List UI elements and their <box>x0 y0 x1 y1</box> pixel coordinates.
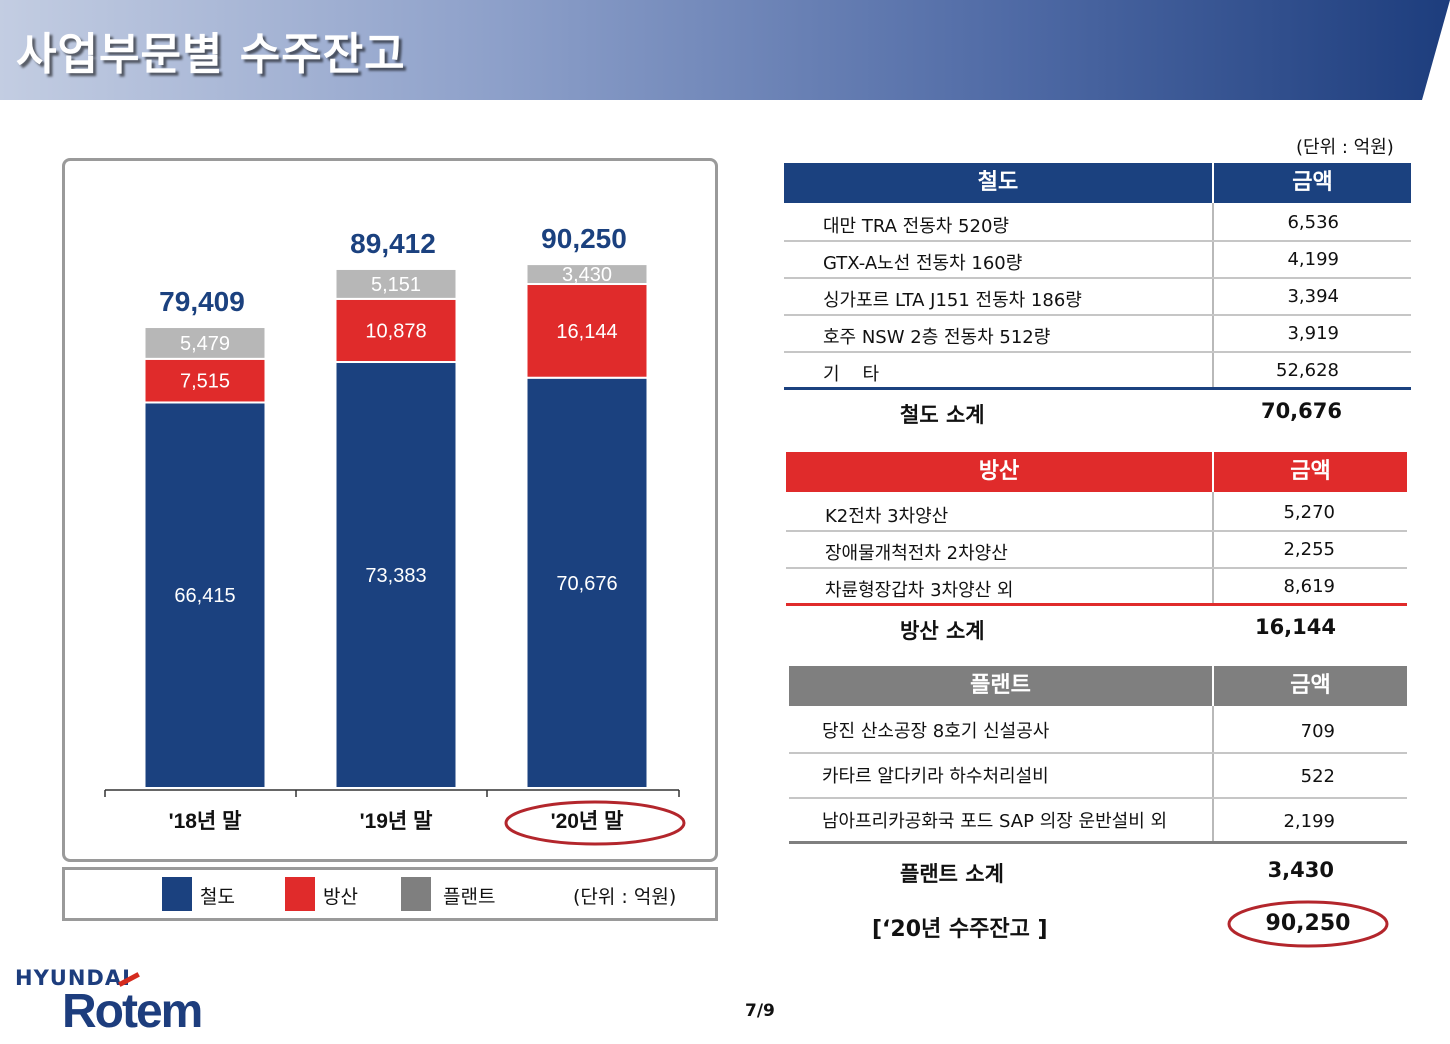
rail-subtotal-label: 철도 소계 <box>900 403 985 427</box>
defense-table-header: 방산 금액 <box>786 452 1407 492</box>
defense-amount-header: 금액 <box>1290 459 1331 484</box>
rail-table-header: 철도 금액 <box>784 163 1411 203</box>
highlight-ellipse <box>504 800 686 846</box>
plant-subtotal-label: 플랜트 소계 <box>900 862 1004 886</box>
rail-header-label: 철도 <box>977 170 1019 195</box>
bar-plant <box>525 263 649 286</box>
bar-rail <box>334 361 458 789</box>
legend-swatch-defense <box>285 877 315 911</box>
legend-label-rail: 철도 <box>200 886 235 908</box>
data-label-defense: 10,878 <box>365 320 426 342</box>
data-label-defense: 16,144 <box>556 321 617 343</box>
table-row: 카타르 알다키라 하수처리설비 522 <box>822 766 1335 787</box>
total-label: 89,412 <box>350 228 436 259</box>
total-label: 90,250 <box>541 223 627 254</box>
chart-panel: 66,415 7,515 5,479 79,409 '18년 말 73,383 10,878… <box>62 158 718 862</box>
grand-total-value: 90,250 <box>1265 911 1351 936</box>
x-tick-label: '20년 말 <box>551 810 624 833</box>
stacked-bar-chart: 66,415 7,515 5,479 79,409 '18년 말 73,383 10,878… <box>104 223 686 846</box>
plant-subtotal-value: 3,430 <box>1267 858 1334 882</box>
defense-subtotal-value: 16,144 <box>1254 615 1336 639</box>
table-row: 기 타 52,628 <box>823 360 1339 385</box>
table-row: 당진 산소공장 8호기 신설공사 709 <box>822 721 1335 742</box>
table-row: 대만 TRA 전동차 520량 6,536 <box>823 212 1339 237</box>
chart-legend: 철도 방산 플랜트 (단위 : 억원) <box>62 867 718 921</box>
table-row: 장애물개척전차 2차양산 2,255 <box>825 539 1335 564</box>
rail-subtotal-value: 70,676 <box>1260 399 1342 423</box>
total-label: 79,409 <box>159 286 245 317</box>
table-row: 싱가포르 LTA J151 전동차 186량 3,394 <box>823 286 1339 311</box>
data-label-defense: 7,515 <box>180 371 230 393</box>
bar-defense <box>525 283 649 379</box>
plant-table-header: 플랜트 금액 <box>789 666 1407 706</box>
x-tick-label: '18년 말 <box>169 810 242 833</box>
data-label-rail: 66,415 <box>174 585 235 607</box>
plant-header-label: 플랜트 <box>970 673 1031 698</box>
logo-hyundai: HYUNDAI <box>15 966 131 990</box>
table-row: K2전차 3차양산 5,270 <box>825 502 1335 527</box>
x-tick-label: '19년 말 <box>360 810 433 833</box>
grand-total-highlight-ellipse <box>1227 900 1389 948</box>
plant-amount-header: 금액 <box>1290 673 1331 698</box>
data-label-plant: 3,430 <box>562 264 612 286</box>
table-row: 호주 NSW 2층 전동차 512량 3,919 <box>823 323 1339 348</box>
unit-note: (단위 : 억원) <box>1296 137 1394 158</box>
table-row: 차륜형장갑차 3차양산 외 8,619 <box>825 576 1335 601</box>
data-label-plant: 5,151 <box>371 274 421 296</box>
bar-plant <box>143 326 267 360</box>
page-title: 사업부문별 수주잔고 <box>16 29 406 80</box>
bar-plant <box>334 267 458 300</box>
grand-total-label: [‘20년 수주잔고 ] <box>872 917 1048 942</box>
data-label-rail: 70,676 <box>556 573 617 595</box>
logo-rotem: Rotem <box>62 985 203 1038</box>
table-row: 남아프리카공화국 포드 SAP 의장 운반설비 외 2,199 <box>822 811 1335 832</box>
defense-header-label: 방산 <box>978 459 1020 484</box>
legend-label-plant: 플랜트 <box>443 886 496 908</box>
rail-amount-header: 금액 <box>1292 170 1333 195</box>
legend-unit: (단위 : 억원) <box>573 886 677 908</box>
defense-subtotal-label: 방산 소계 <box>900 619 985 643</box>
bar-defense <box>334 297 458 364</box>
data-label-plant: 5,479 <box>180 333 230 355</box>
title-banner <box>0 0 1450 100</box>
legend-swatch-rail <box>162 877 192 911</box>
data-label-rail: 73,383 <box>365 565 426 587</box>
bar-rail <box>525 376 649 789</box>
bar-rail <box>143 401 267 789</box>
page-number: 7/9 <box>745 1001 775 1021</box>
legend-swatch-plant <box>401 877 431 911</box>
legend-label-defense: 방산 <box>323 886 358 908</box>
table-row: GTX-A노선 전동차 160량 4,199 <box>823 249 1339 274</box>
